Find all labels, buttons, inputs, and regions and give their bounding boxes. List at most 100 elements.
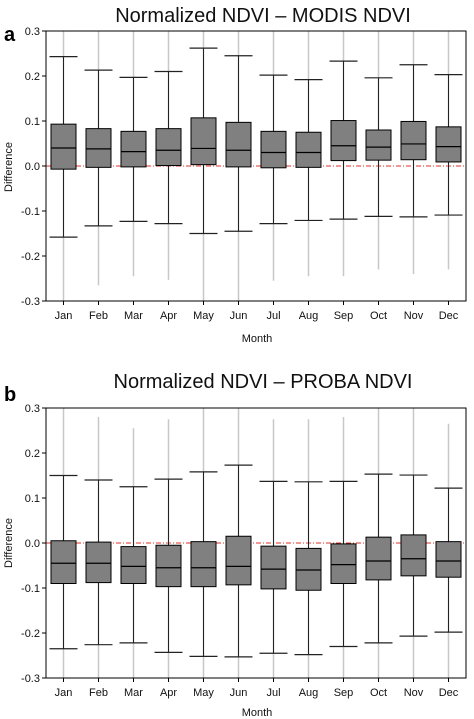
- y-tick-label: 0.1: [25, 116, 40, 128]
- y-tick-label: 0.0: [25, 538, 40, 550]
- y-tick-label: 0.0: [25, 161, 40, 173]
- iqr-box: [400, 534, 427, 577]
- x-tick-label: Dec: [439, 310, 459, 322]
- x-tick-label: Sep: [334, 687, 354, 699]
- x-tick-label: Jun: [230, 687, 248, 699]
- x-tick-label: Oct: [370, 687, 387, 699]
- box-oct: [364, 408, 393, 678]
- box-may: [189, 31, 218, 301]
- x-tick-label: Apr: [160, 687, 177, 699]
- y-tick-label: -0.2: [21, 251, 40, 263]
- y-tick-label: 0.3: [25, 403, 40, 415]
- y-axis-label: Difference: [3, 142, 15, 192]
- box-nov: [399, 408, 428, 678]
- x-tick-label: Mar: [124, 310, 143, 322]
- box-feb: [84, 417, 113, 678]
- x-tick-label: Jan: [55, 687, 73, 699]
- box-nov: [399, 31, 428, 274]
- x-axis-label: Month: [242, 333, 273, 345]
- x-tick-label: Nov: [404, 687, 424, 699]
- x-tick-label: May: [193, 310, 214, 322]
- x-tick-label: Nov: [404, 310, 424, 322]
- y-tick-label: 0.3: [25, 26, 40, 38]
- box-jul: [259, 31, 288, 281]
- y-tick-label: -0.3: [21, 296, 40, 308]
- y-tick-label: 0.1: [25, 493, 40, 505]
- chart-title: Normalized NDVI – MODIS NDVI: [115, 5, 411, 27]
- box-aug: [294, 419, 323, 678]
- box-dec: [434, 423, 463, 678]
- y-tick-label: -0.1: [21, 583, 40, 595]
- iqr-box: [85, 128, 112, 168]
- panel-letter: a: [4, 24, 16, 46]
- iqr-box: [120, 546, 147, 584]
- y-ticks: 0.3 0.2 0.1 0.0 -0.1 -0.2 -0.3: [21, 403, 46, 685]
- y-tick-label: -0.3: [21, 673, 40, 685]
- plot-area: [45, 30, 467, 302]
- x-ticks: Jan Feb Mar Apr May Jun Jul Aug Sep Oct Nov Dec: [55, 301, 459, 322]
- box-oct: [364, 31, 393, 270]
- x-tick-label: Mar: [124, 687, 143, 699]
- box-apr: [154, 419, 183, 678]
- x-tick-label: Jun: [230, 310, 248, 322]
- box-aug: [294, 31, 323, 277]
- x-tick-label: Sep: [334, 310, 354, 322]
- x-tick-label: Aug: [299, 687, 319, 699]
- y-tick-label: 0.2: [25, 448, 40, 460]
- iqr-box: [295, 131, 322, 168]
- box-jun: [224, 408, 253, 678]
- iqr-box: [260, 130, 287, 169]
- iqr-box: [50, 123, 77, 170]
- box-jan: [49, 31, 78, 301]
- iqr-box: [295, 547, 322, 591]
- box-jul: [259, 419, 288, 678]
- x-tick-label: Oct: [370, 310, 387, 322]
- iqr-box: [85, 541, 112, 584]
- box-mar: [119, 31, 148, 277]
- iqr-box: [190, 541, 217, 588]
- iqr-box: [365, 129, 392, 161]
- x-tick-label: Aug: [299, 310, 319, 322]
- box-may: [189, 408, 218, 678]
- panel-a: a Normalized NDVI – MODIS NDVI Differenc…: [3, 5, 467, 345]
- box-dec: [434, 31, 463, 270]
- y-ticks: 0.3 0.2 0.1 0.0 -0.1 -0.2 -0.3: [21, 26, 46, 308]
- iqr-box: [330, 543, 357, 585]
- iqr-box: [435, 541, 462, 578]
- iqr-box: [120, 130, 147, 168]
- iqr-box: [435, 126, 462, 163]
- box-sep: [329, 31, 358, 277]
- box-jun: [224, 31, 253, 301]
- box-jan: [49, 408, 78, 678]
- iqr-box: [260, 545, 287, 590]
- x-tick-label: May: [193, 687, 214, 699]
- x-tick-label: Feb: [89, 310, 108, 322]
- iqr-box: [330, 120, 357, 162]
- y-tick-label: -0.2: [21, 628, 40, 640]
- box-feb: [84, 31, 113, 286]
- iqr-box: [225, 121, 252, 168]
- panel-b: b Normalized NDVI – PROBA NDVI Differenc…: [3, 371, 467, 719]
- x-tick-label: Jan: [55, 310, 73, 322]
- iqr-box: [155, 544, 182, 588]
- iqr-box: [50, 540, 77, 584]
- chart-title: Normalized NDVI – PROBA NDVI: [114, 371, 413, 393]
- box-apr: [154, 31, 183, 280]
- x-tick-label: Feb: [89, 687, 108, 699]
- iqr-box: [155, 128, 182, 167]
- x-tick-label: Jul: [266, 310, 280, 322]
- iqr-box: [190, 117, 217, 166]
- box-mar: [119, 428, 148, 678]
- iqr-box: [225, 535, 252, 586]
- x-tick-label: Jul: [266, 687, 280, 699]
- y-tick-label: -0.1: [21, 206, 40, 218]
- x-ticks: Jan Feb Mar Apr May Jun Jul Aug Sep Oct Nov Dec: [55, 678, 459, 699]
- iqr-box: [400, 120, 427, 161]
- plot-area: [45, 407, 467, 679]
- panel-letter: b: [4, 384, 16, 406]
- x-tick-label: Apr: [160, 310, 177, 322]
- x-axis-label: Month: [242, 707, 273, 719]
- y-axis-label: Difference: [3, 518, 15, 568]
- iqr-box: [365, 536, 392, 581]
